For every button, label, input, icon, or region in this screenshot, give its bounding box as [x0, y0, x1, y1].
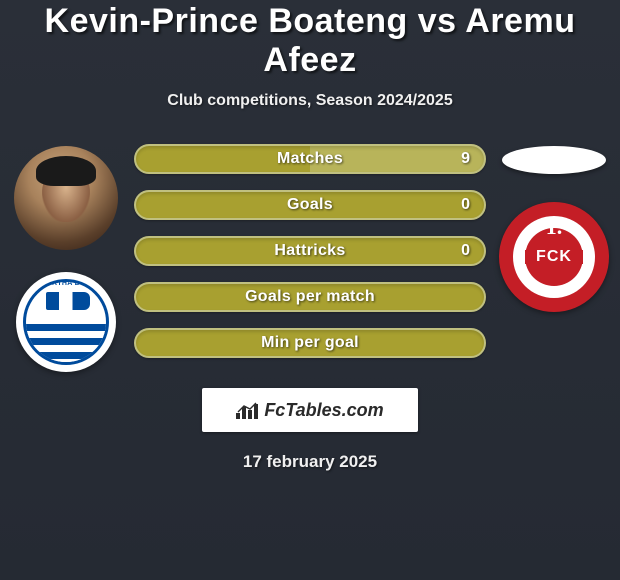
brand-text: FcTables.com — [264, 400, 383, 421]
player-avatar-left — [14, 146, 118, 250]
stat-bar: Goals per match — [134, 282, 486, 312]
stat-bar: Hattricks 0 — [134, 236, 486, 266]
hertha-flag-icon — [46, 292, 90, 310]
bar-chart-icon — [236, 401, 258, 419]
stat-label: Matches — [277, 150, 343, 168]
footer: FcTables.com 17 february 2025 — [0, 388, 620, 472]
stat-right-value: 0 — [461, 242, 470, 260]
brand-badge[interactable]: FcTables.com — [202, 388, 418, 432]
hertha-badge-text: HERTHA BSC — [26, 280, 106, 287]
fck-badge-white: 1. FCK — [513, 216, 595, 298]
comparison-card: Kevin-Prince Boateng vs Aremu Afeez Club… — [0, 0, 620, 472]
hertha-badge-inner: HERTHA BSC — [23, 279, 109, 365]
right-column: 1. FCK — [494, 138, 614, 312]
stats-column: Matches 9 Goals 0 Hattricks 0 Goals per match M… — [126, 144, 494, 358]
stat-right-value: 0 — [461, 196, 470, 214]
stat-bar: Min per goal — [134, 328, 486, 358]
stat-right-value: 9 — [461, 150, 470, 168]
stat-label: Min per goal — [261, 334, 359, 352]
fck-badge-top-text: 1. — [546, 214, 563, 240]
hertha-stripes-icon — [26, 324, 106, 362]
page-subtitle: Club competitions, Season 2024/2025 — [0, 92, 620, 110]
stat-label: Hattricks — [274, 242, 345, 260]
stat-label: Goals — [287, 196, 333, 214]
left-column: HERTHA BSC — [6, 138, 126, 372]
stat-bar: Matches 9 — [134, 144, 486, 174]
main-row: HERTHA BSC Matches9Goals0Hattricks0Goals… — [0, 138, 620, 372]
fck-badge-mid-text: FCK — [536, 248, 572, 266]
page-title: Kevin-Prince Boateng vs Aremu Afeez — [0, 2, 620, 80]
stat-bar: Goals 0 — [134, 190, 486, 220]
club-badge-left: HERTHA BSC — [16, 272, 116, 372]
player-avatar-right-placeholder — [502, 146, 606, 174]
club-badge-right: 1. FCK — [499, 202, 609, 312]
stat-label: Goals per match — [245, 288, 375, 306]
date-text: 17 february 2025 — [243, 452, 377, 472]
